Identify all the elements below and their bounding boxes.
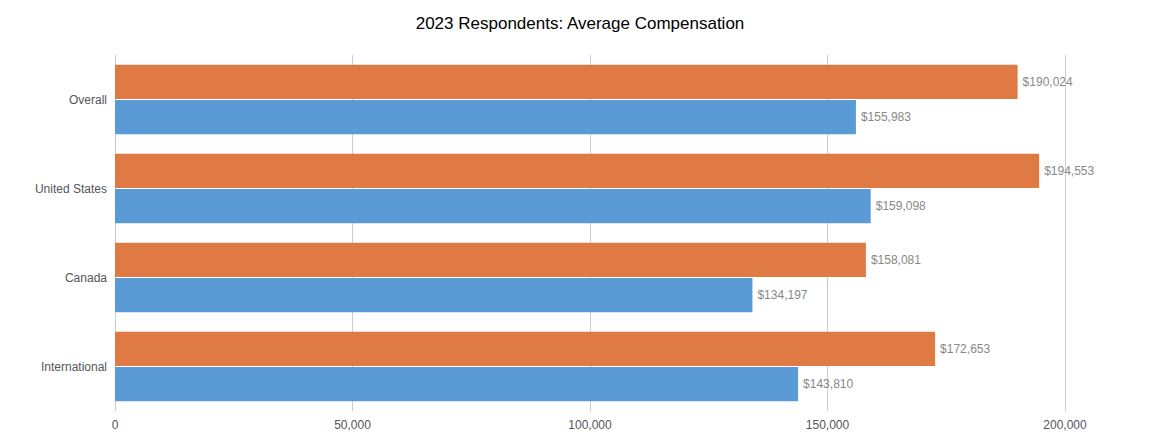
svg-text:$143,810: $143,810 xyxy=(803,377,853,391)
svg-text:$134,197: $134,197 xyxy=(757,288,807,302)
svg-text:$155,983: $155,983 xyxy=(861,110,911,124)
svg-text:150,000: 150,000 xyxy=(806,418,850,432)
svg-text:$158,081: $158,081 xyxy=(871,253,921,267)
svg-text:100,000: 100,000 xyxy=(568,418,612,432)
svg-text:United States: United States xyxy=(35,182,107,196)
svg-text:2023 Respondents: Average Comp: 2023 Respondents: Average Compensation xyxy=(416,14,745,33)
svg-text:International: International xyxy=(41,360,107,374)
svg-text:0: 0 xyxy=(112,418,119,432)
svg-text:200,000: 200,000 xyxy=(1043,418,1087,432)
svg-text:Canada: Canada xyxy=(65,271,107,285)
svg-text:$190,024: $190,024 xyxy=(1023,75,1073,89)
svg-text:Overall: Overall xyxy=(69,93,107,107)
svg-text:50,000: 50,000 xyxy=(334,418,371,432)
svg-text:$172,653: $172,653 xyxy=(940,342,990,356)
svg-text:$159,098: $159,098 xyxy=(876,199,926,213)
svg-text:$194,553: $194,553 xyxy=(1044,164,1094,178)
